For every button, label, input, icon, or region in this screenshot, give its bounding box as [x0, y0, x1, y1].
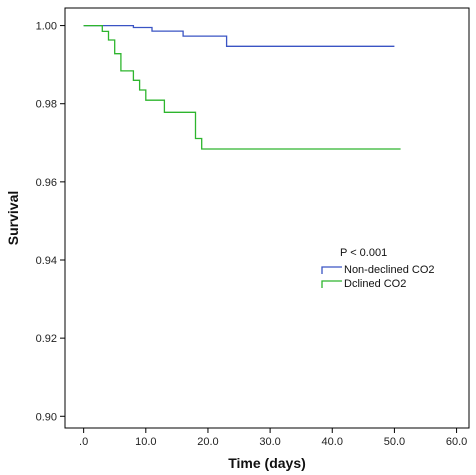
x-tick-label: .0 [79, 436, 88, 448]
y-tick-label: 0.90 [36, 411, 57, 423]
y-tick-label: 0.98 [36, 99, 57, 111]
legend-label: Dclined CO2 [344, 278, 406, 290]
y-tick-label: 0.94 [36, 255, 57, 267]
x-tick-label: 60.0 [446, 436, 467, 448]
x-tick-label: 20.0 [197, 436, 218, 448]
y-tick-label: 0.96 [36, 177, 57, 189]
x-axis-ticks: .0 10.0 20.0 30.0 40.0 50.0 60.0 [79, 428, 467, 448]
legend-label: Non-declined CO2 [344, 264, 435, 276]
x-tick-label: 40.0 [322, 436, 343, 448]
x-axis-title: Time (days) [228, 455, 306, 471]
x-tick-label: 50.0 [384, 436, 405, 448]
legend-swatch [321, 280, 342, 288]
p-value-annotation: P < 0.001 [340, 247, 387, 259]
plot-frame [64, 7, 470, 429]
legend-swatch [321, 266, 342, 274]
series-layer [83, 24, 401, 150]
legend-items: Non-declined CO2 Dclined CO2 [321, 264, 435, 290]
y-tick-label: 1.00 [36, 21, 57, 33]
legend: P < 0.001 Non-declined CO2 Dclined CO2 [321, 247, 435, 290]
y-axis-ticks: 0.90 0.92 0.94 0.96 0.98 1.00 [36, 21, 65, 423]
x-tick-label: 10.0 [135, 436, 156, 448]
x-tick-label: 30.0 [259, 436, 280, 448]
y-tick-label: 0.92 [36, 333, 57, 345]
series-line [83, 24, 401, 150]
series-line [83, 24, 395, 47]
y-axis-title: Survival [5, 191, 21, 245]
